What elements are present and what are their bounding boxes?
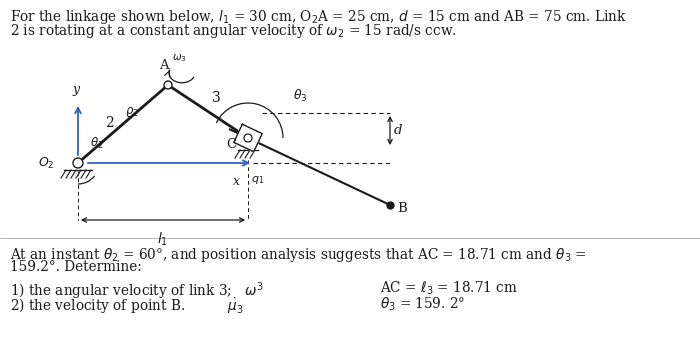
Text: 1) the angular velocity of link 3;   $\omega^3$: 1) the angular velocity of link 3; $\ome…: [10, 280, 264, 302]
Text: $O_2$: $O_2$: [38, 155, 54, 171]
Text: $\theta_2$: $\theta_2$: [90, 136, 104, 151]
Text: $l_1$: $l_1$: [158, 231, 169, 248]
Text: x: x: [233, 175, 240, 188]
Text: 2: 2: [105, 116, 113, 130]
Text: 2 is rotating at a constant angular velocity of $\omega_2$ = 15 rad/s ccw.: 2 is rotating at a constant angular velo…: [10, 22, 456, 40]
Text: $\theta_3$ = 159. 2°: $\theta_3$ = 159. 2°: [380, 296, 466, 313]
Text: 3: 3: [212, 91, 220, 105]
Text: AC = $\ell_3$ = 18.71 cm: AC = $\ell_3$ = 18.71 cm: [380, 280, 518, 297]
Text: At an instant $\theta_2$ = 60°, and position analysis suggests that AC = 18.71 c: At an instant $\theta_2$ = 60°, and posi…: [10, 246, 587, 264]
Circle shape: [73, 158, 83, 168]
Text: 159.2°. Determine:: 159.2°. Determine:: [10, 260, 141, 274]
Text: d: d: [394, 124, 402, 136]
Text: y: y: [72, 83, 80, 96]
Text: A: A: [159, 59, 169, 72]
Circle shape: [164, 81, 172, 89]
Text: 2) the velocity of point B.          $\dot{\mu}_3$: 2) the velocity of point B. $\dot{\mu}_3…: [10, 296, 244, 316]
Text: C: C: [226, 137, 236, 151]
Text: $q_1$: $q_1$: [251, 174, 265, 186]
Polygon shape: [234, 124, 262, 152]
Text: For the linkage shown below, $l_1$ = 30 cm, O$_2$A = 25 cm, $d$ = 15 cm and AB =: For the linkage shown below, $l_1$ = 30 …: [10, 8, 627, 26]
Text: B: B: [397, 201, 407, 215]
Text: $\omega_3$: $\omega_3$: [172, 52, 187, 64]
Text: $\varrho_2$: $\varrho_2$: [125, 105, 139, 119]
Text: $\theta_3$: $\theta_3$: [293, 88, 307, 104]
Circle shape: [244, 134, 252, 142]
